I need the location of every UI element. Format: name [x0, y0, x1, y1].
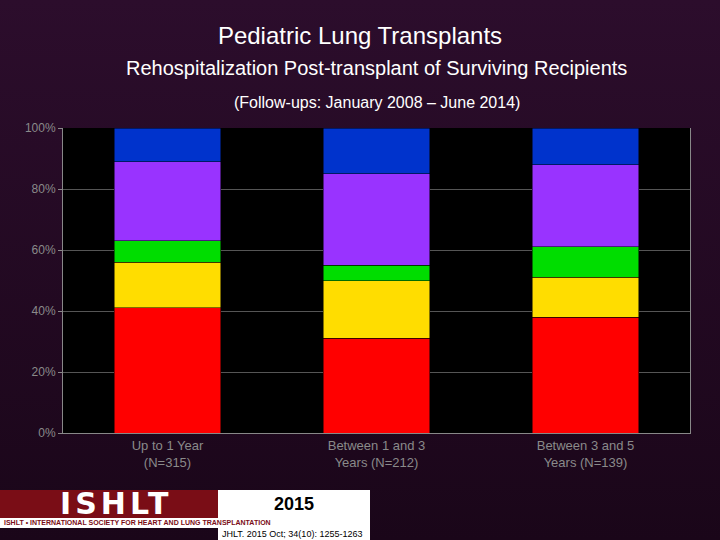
html-text:ISHLT: ISHLT: [60, 486, 173, 521]
svg-text:Between 1 and 3Years (N=212): Between 1 and 3Years (N=212): [328, 438, 426, 470]
svg-text:60%: 60%: [32, 243, 56, 257]
svg-text:Between 3 and 5Years (N=139): Between 3 and 5Years (N=139): [537, 438, 635, 470]
svg-text:0%: 0%: [38, 426, 56, 440]
svg-text:40%: 40%: [32, 304, 56, 318]
svg-text:(Follow-ups: January 2008 – Ju: (Follow-ups: January 2008 – June 2014): [234, 94, 520, 111]
svg-text:Rehospitalization Post-transpl: Rehospitalization Post-transplant of Sur…: [126, 57, 627, 79]
svg-text:Pediatric Lung Transplants: Pediatric Lung Transplants: [218, 22, 502, 49]
svg-text:Up to 1 Year(N=315): Up to 1 Year(N=315): [132, 438, 204, 470]
svg-text:20%: 20%: [32, 365, 56, 379]
svg-text:100%: 100%: [25, 121, 56, 135]
html-text:JHLT. 2015 Oct; 34(10): 1255-1: JHLT. 2015 Oct; 34(10): 1255-1263: [222, 529, 363, 539]
svg-text:80%: 80%: [32, 182, 56, 196]
html-text:2015: 2015: [274, 494, 314, 514]
html-text:ISHLT • INTERNATIONAL SOCIETY: ISHLT • INTERNATIONAL SOCIETY FOR HEART …: [4, 519, 271, 526]
